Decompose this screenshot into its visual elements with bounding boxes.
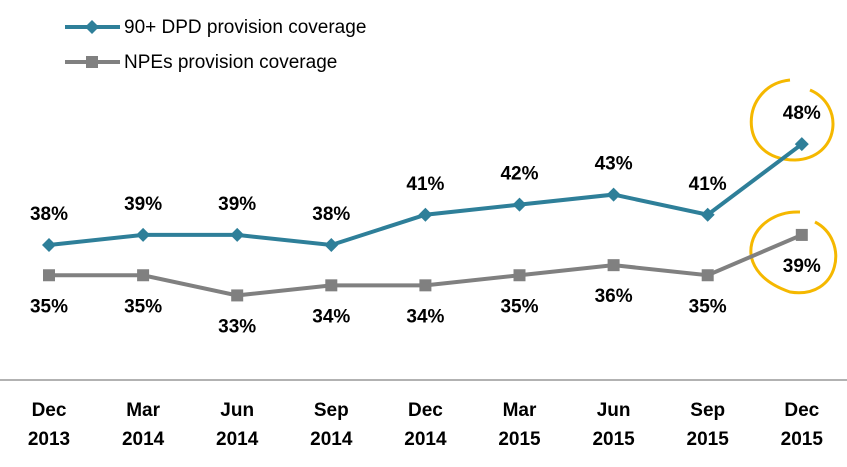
marker	[137, 269, 150, 282]
marker	[701, 269, 714, 282]
highlight-circle	[749, 210, 838, 295]
x-tick-label: 2014	[122, 429, 165, 450]
data-label: 34%	[406, 306, 444, 327]
x-tick-label: Dec	[784, 400, 819, 421]
marker	[419, 279, 432, 292]
marker	[43, 269, 55, 282]
data-label: 48%	[783, 103, 821, 124]
x-tick-label: Sep	[314, 400, 349, 421]
x-tick-label: 2015	[687, 429, 730, 450]
data-label: 35%	[689, 296, 727, 317]
data-label: 41%	[689, 174, 727, 195]
data-label: 34%	[312, 306, 350, 327]
x-tick-label: Jun	[597, 400, 631, 421]
data-label: 38%	[30, 204, 68, 225]
x-tick-label: Dec	[32, 400, 67, 421]
data-label: 42%	[500, 164, 538, 185]
x-tick-label: Dec	[408, 400, 443, 421]
data-label: 39%	[783, 256, 821, 277]
data-label: 38%	[312, 204, 350, 225]
data-label: 33%	[218, 316, 256, 337]
data-label: 43%	[595, 154, 633, 175]
marker	[86, 56, 98, 68]
data-label: 35%	[30, 296, 68, 317]
data-label: 39%	[124, 194, 162, 215]
marker	[42, 238, 56, 252]
marker	[418, 207, 433, 222]
marker	[325, 279, 338, 292]
legend-label: 90+ DPD provision coverage	[124, 17, 366, 38]
x-tick-label: 2014	[404, 429, 447, 450]
highlight-circles	[749, 78, 838, 295]
marker	[513, 269, 526, 282]
marker	[794, 137, 809, 152]
x-tick-label: 2015	[781, 429, 824, 450]
x-tick-label: Mar	[503, 400, 537, 421]
marker	[85, 20, 99, 34]
highlight-circle	[749, 78, 835, 162]
x-tick-label: 2015	[498, 429, 541, 450]
marker	[607, 259, 620, 272]
marker	[324, 238, 339, 252]
marker	[512, 197, 527, 212]
marker	[230, 227, 245, 242]
data-label: 35%	[124, 296, 162, 317]
marker	[231, 289, 244, 302]
data-label: 41%	[406, 174, 444, 195]
marker	[606, 187, 621, 202]
x-tick-label: Jun	[220, 400, 254, 421]
marker	[136, 227, 151, 242]
data-label: 35%	[500, 296, 538, 317]
x-tick-label: Mar	[126, 400, 160, 421]
x-tick-label: Sep	[690, 400, 725, 421]
legend-label: NPEs provision coverage	[124, 52, 337, 73]
data-label: 36%	[595, 286, 633, 307]
data-label: 39%	[218, 194, 256, 215]
x-tick-label: 2014	[310, 429, 353, 450]
x-tick-label: 2014	[216, 429, 259, 450]
marker	[795, 228, 808, 241]
marker	[700, 207, 715, 222]
x-tick-label: 2015	[592, 429, 635, 450]
x-tick-label: 2013	[28, 429, 70, 450]
